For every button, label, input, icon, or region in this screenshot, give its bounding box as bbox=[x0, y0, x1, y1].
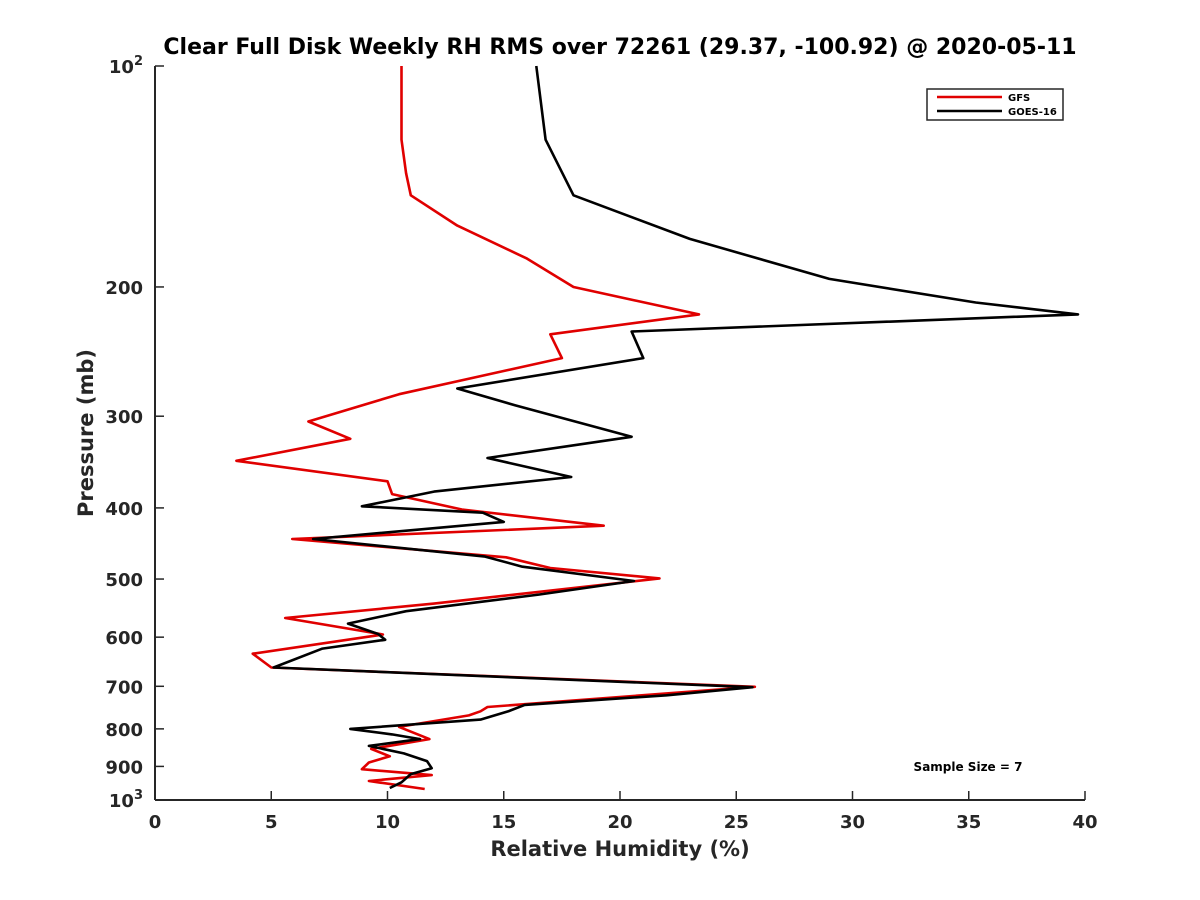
legend-label-gfs: GFS bbox=[1008, 93, 1030, 104]
series-line-goes16 bbox=[272, 65, 1080, 790]
y-tick-label: 600 bbox=[105, 628, 143, 649]
x-tick-label: 35 bbox=[956, 812, 981, 833]
series-layer bbox=[235, 65, 1080, 791]
y-tick-label: 300 bbox=[105, 407, 143, 428]
x-tick-label: 15 bbox=[491, 812, 516, 833]
y-tick-label: 800 bbox=[105, 720, 143, 741]
y-tick-label: 200 bbox=[105, 278, 143, 299]
y-tick-label: 102 bbox=[109, 54, 143, 78]
y-tick-label: 400 bbox=[105, 499, 143, 520]
y-ticks: 102 200 300 400 500 600 700 800 900 103 bbox=[105, 54, 164, 812]
x-tick-label: 40 bbox=[1072, 812, 1097, 833]
legend: GFS GOES-16 bbox=[926, 88, 1064, 121]
sample-size-annotation: Sample Size = 7 bbox=[914, 760, 1023, 774]
y-tick-label: 900 bbox=[105, 757, 143, 778]
legend-box bbox=[926, 88, 1064, 121]
x-tick-label: 5 bbox=[265, 812, 278, 833]
legend-label-goes16: GOES-16 bbox=[1008, 107, 1057, 118]
y-axis-label: Pressure (mb) bbox=[74, 349, 98, 517]
y-tick-label: 700 bbox=[105, 677, 143, 698]
x-axis-label: Relative Humidity (%) bbox=[490, 837, 749, 861]
x-tick-label: 30 bbox=[840, 812, 865, 833]
x-ticks: 0 5 10 15 20 25 30 35 40 bbox=[149, 791, 1098, 833]
series-line-gfs bbox=[235, 66, 757, 791]
x-tick-label: 10 bbox=[375, 812, 400, 833]
x-tick-label: 25 bbox=[724, 812, 749, 833]
y-tick-label: 500 bbox=[105, 570, 143, 591]
x-tick-label: 20 bbox=[607, 812, 632, 833]
y-tick-label: 103 bbox=[109, 788, 143, 812]
chart-title: Clear Full Disk Weekly RH RMS over 72261… bbox=[163, 35, 1076, 60]
x-tick-label: 0 bbox=[149, 812, 162, 833]
